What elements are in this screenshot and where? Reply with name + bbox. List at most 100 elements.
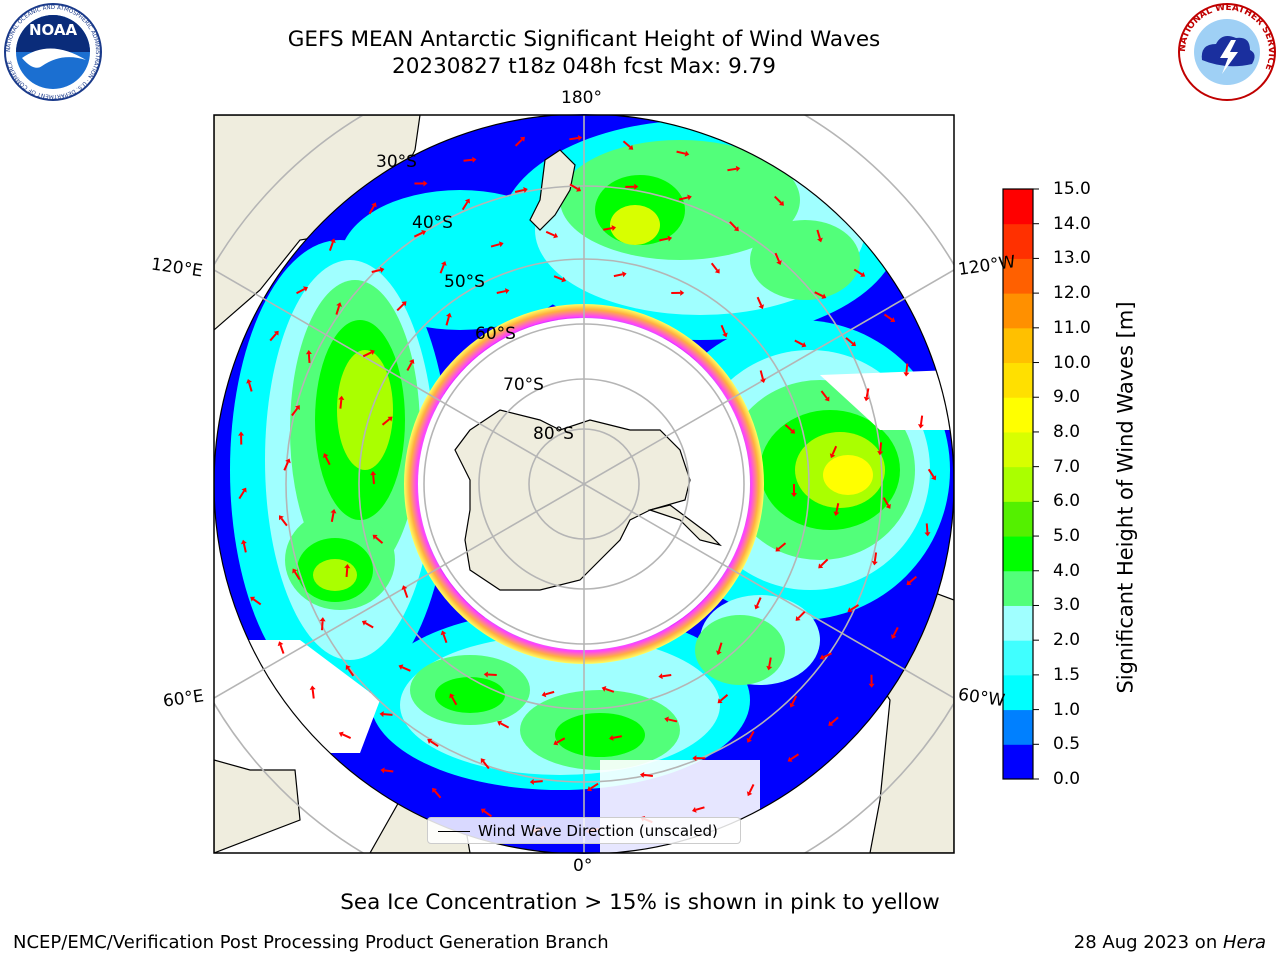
wave-direction-arrow (483, 810, 493, 818)
wave-direction-arrow (242, 543, 247, 553)
wave-direction-arrow (291, 407, 299, 417)
colorbar-tick-label: 6.0 (1053, 491, 1081, 512)
wave-direction-arrow (845, 337, 854, 345)
lat-label-70s: 70°S (503, 375, 544, 395)
wave-direction-arrow (905, 363, 909, 373)
wave-direction-arrow (463, 158, 473, 162)
colorbar-tick-label: 15.0 (1053, 179, 1091, 199)
colorbar-tick-label: 1.0 (1053, 699, 1081, 720)
new-zealand-land (529, 149, 576, 231)
wave-direction-arrowhead (715, 650, 722, 656)
colorbar-swatch (1003, 397, 1033, 433)
wave-direction-arrow (296, 288, 305, 295)
wave-direction-arrow (643, 773, 653, 777)
wave-direction-arrowhead (714, 268, 720, 274)
wave-direction-arrow (321, 621, 324, 631)
wave-direction-arrow (381, 418, 391, 426)
wave-direction-arrowhead (330, 509, 337, 514)
wave-direction-arrow (830, 716, 839, 725)
wave-direction-arrow (927, 468, 935, 478)
wave-direction-arrow (238, 490, 245, 500)
wave-direction-arrowhead (758, 304, 764, 310)
map-title: GEFS MEAN Antarctic Significant Height o… (287, 27, 881, 52)
wave-direction-arrowhead (330, 238, 336, 244)
wave-direction-arrowhead (238, 431, 245, 436)
wave-direction-arrowhead (601, 686, 607, 692)
wave-direction-arrowhead (611, 225, 617, 232)
colorbar-tick-label: 14.0 (1053, 213, 1091, 234)
colorbar-tick-label: 9.0 (1053, 387, 1081, 408)
wind-wave-arrows (238, 134, 937, 834)
wave-direction-arrowhead (446, 312, 452, 318)
colorbar-tick-label: 5.0 (1053, 526, 1081, 547)
wave-direction-arrow (403, 588, 409, 598)
wave-direction-arrow (814, 291, 824, 298)
wave-direction-arrowhead (379, 267, 385, 273)
wave-direction-arrow (283, 461, 289, 471)
wave-direction-arrowhead (553, 740, 559, 746)
wave-direction-arrowhead (361, 620, 367, 626)
wave-direction-arrowhead (819, 654, 825, 660)
wave-direction-arrowhead (868, 683, 875, 688)
wave-direction-arrowhead (241, 487, 247, 493)
wave-direction-arrowhead (863, 396, 870, 402)
wave-direction-arrow (307, 353, 311, 364)
colorbar-tick-label: 0.5 (1053, 734, 1081, 755)
colorbar-tick-label: 11.0 (1053, 317, 1091, 338)
wave-direction-arrow (748, 784, 755, 793)
wave-direction-arrow (490, 243, 500, 248)
wave-direction-arrowhead (847, 607, 853, 613)
wave-direction-arrow (406, 362, 413, 371)
colorbar-tick-label: 13.0 (1053, 248, 1091, 269)
legend-line-sample (438, 831, 470, 832)
lon-label-0: 0° (573, 856, 593, 876)
wave-direction-arrow (678, 196, 689, 201)
wave-direction-arrow (248, 382, 253, 392)
wave-direction-arrow (345, 567, 349, 578)
wave-direction-arrowhead (519, 136, 525, 142)
wave-direction-arrow (850, 604, 860, 611)
map-border (213, 114, 955, 854)
colorbar-swatch (1003, 466, 1033, 502)
colorbar (1002, 188, 1039, 780)
footer-date: 28 Aug 2023 on Hera (1074, 932, 1266, 953)
wave-direction-arrowhead (746, 737, 752, 743)
wave-direction-arrowhead (440, 630, 447, 636)
wave-direction-arrowhead (733, 226, 739, 232)
colorbar-swatch (1003, 223, 1033, 259)
wave-direction-arrowhead (821, 293, 827, 299)
wave-direction-arrowhead (746, 791, 753, 797)
wave-direction-arrowhead (776, 260, 782, 266)
wave-direction-arrowhead (504, 288, 510, 295)
wave-direction-arrowhead (464, 198, 470, 204)
ocean-white-patch (820, 370, 954, 430)
wave-direction-arrow (514, 138, 523, 147)
wave-direction-arrow (364, 622, 374, 629)
wave-direction-arrow (605, 687, 615, 693)
wave-direction-arrowhead (541, 691, 547, 698)
lat-label-60s: 60°S (475, 324, 516, 344)
wave-direction-arrowhead (717, 698, 723, 704)
wave-direction-arrow (556, 737, 566, 744)
wave-direction-arrowhead (828, 721, 834, 726)
wave-direction-arrow (461, 201, 469, 211)
wave-direction-arrowhead (790, 428, 796, 434)
wave-direction-arrowhead (760, 378, 766, 384)
wave-direction-arrowhead (829, 453, 836, 459)
wave-direction-arrow (774, 195, 782, 204)
wave-direction-arrowhead (345, 665, 351, 671)
wave-direction-arrow (774, 252, 780, 262)
wave-direction-arrow (451, 696, 458, 706)
wave-direction-arrowhead (587, 786, 593, 792)
wave-direction-arrowhead (370, 349, 375, 356)
wave-direction-arrowhead (449, 693, 455, 699)
wave-direction-arrowhead (441, 261, 447, 266)
wave-direction-arrow (311, 689, 315, 699)
wave-direction-arrowhead (432, 787, 437, 793)
wave-direction-arrow (545, 230, 555, 237)
wave-direction-arrowhead (401, 585, 408, 591)
wave-direction-arrow (756, 597, 762, 607)
colorbar-swatch (1003, 709, 1033, 745)
wave-direction-arrowhead (398, 664, 404, 670)
footer-machine: Hera (1222, 932, 1266, 953)
